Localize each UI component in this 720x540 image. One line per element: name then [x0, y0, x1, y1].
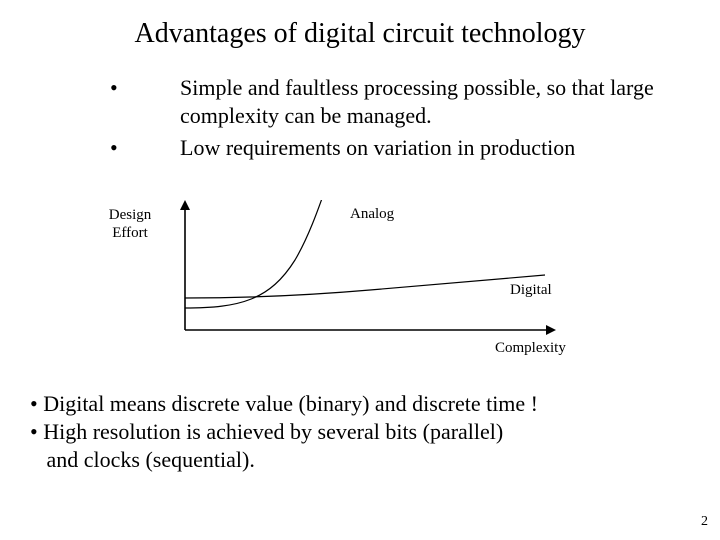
bullet-item: • Simple and faultless processing possib…: [110, 74, 670, 130]
digital-series-label: Digital: [510, 282, 552, 299]
digital-curve: [185, 275, 545, 298]
x-axis-label: Complexity: [495, 340, 566, 357]
bottom-bullet-line: and clocks (sequential).: [30, 446, 690, 474]
x-axis-arrow: [546, 325, 556, 335]
bullet-marker: •: [110, 74, 180, 102]
bullet-marker: •: [110, 134, 180, 162]
y-axis-label: Design Effort: [100, 206, 160, 242]
chart-svg: [100, 200, 570, 360]
bullet-text: Low requirements on variation in product…: [180, 134, 670, 162]
page-number: 2: [701, 514, 708, 530]
bullet-text: Simple and faultless processing possible…: [180, 74, 670, 130]
bottom-bullet-list: • Digital means discrete value (binary) …: [30, 390, 690, 474]
bullet-item: • Low requirements on variation in produ…: [110, 134, 670, 162]
analog-curve: [185, 200, 325, 308]
design-effort-chart: Design Effort Analog Digital Complexity: [100, 200, 570, 360]
y-axis-arrow: [180, 200, 190, 210]
analog-series-label: Analog: [350, 206, 394, 223]
bottom-bullet-line: • Digital means discrete value (binary) …: [30, 390, 690, 418]
bottom-bullet-line: • High resolution is achieved by several…: [30, 418, 690, 446]
slide-title: Advantages of digital circuit technology: [0, 18, 720, 50]
slide: Advantages of digital circuit technology…: [0, 0, 720, 540]
top-bullet-list: • Simple and faultless processing possib…: [110, 74, 670, 166]
